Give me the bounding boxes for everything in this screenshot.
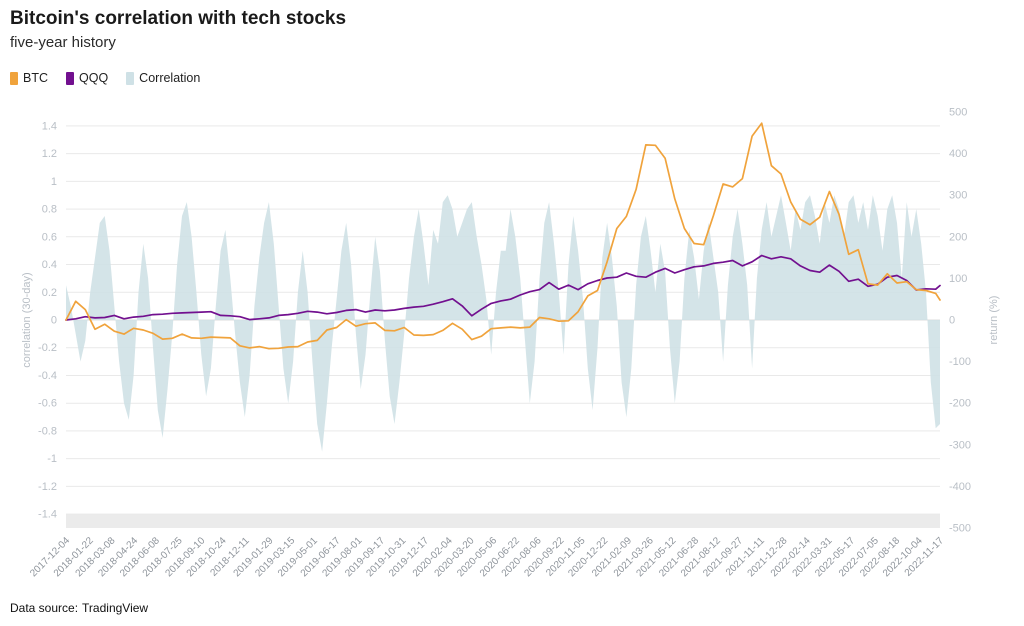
left-axis-ticks: 1.4 1.2 1 0.8 0.6 0.4 0.2 0 -0.2 -0.4 -0.6 -0.8 -1 -1… — [38, 120, 57, 520]
right-axis-title: return (%) — [988, 296, 1000, 345]
chart-title: Bitcoin's correlation with tech stocks — [10, 8, 347, 29]
left-axis-title: correlation (30-day) — [21, 272, 33, 367]
svg-text:0.6: 0.6 — [42, 231, 57, 243]
svg-text:0: 0 — [51, 315, 57, 327]
svg-text:-0.2: -0.2 — [38, 342, 57, 354]
data-source-link[interactable]: TradingView — [82, 601, 149, 615]
svg-text:-0.4: -0.4 — [38, 370, 57, 382]
correlation-swatch-icon — [126, 71, 135, 85]
svg-text:-400: -400 — [949, 481, 971, 493]
legend-label-correlation: Correlation — [139, 71, 201, 85]
x-axis-ticks: 2017-12-042018-01-222018-03-082018-04-24… — [28, 535, 946, 579]
svg-text:100: 100 — [949, 273, 967, 285]
svg-text:-1.2: -1.2 — [38, 481, 57, 493]
svg-text:0: 0 — [949, 315, 955, 327]
correlation-area — [66, 195, 940, 452]
svg-text:-0.6: -0.6 — [38, 398, 57, 410]
svg-text:1: 1 — [51, 176, 57, 188]
svg-text:500: 500 — [949, 107, 967, 119]
svg-text:-500: -500 — [949, 523, 971, 535]
data-source-label: Data source: — [10, 601, 79, 615]
legend-item-btc: BTC — [10, 71, 48, 85]
svg-text:-0.8: -0.8 — [38, 425, 57, 437]
qqq-swatch-icon — [66, 71, 74, 85]
btc-line — [65, 122, 941, 350]
svg-text:-1: -1 — [47, 453, 57, 465]
svg-text:-1.4: -1.4 — [38, 509, 57, 521]
chart-subtitle: five-year history — [10, 34, 116, 51]
legend-item-correlation: Correlation — [126, 71, 200, 85]
svg-text:1.2: 1.2 — [42, 148, 57, 160]
svg-text:1.4: 1.4 — [42, 120, 57, 132]
svg-text:400: 400 — [949, 148, 967, 160]
legend-item-qqq: QQQ — [66, 71, 108, 85]
svg-text:-100: -100 — [949, 356, 971, 368]
qqq-line — [65, 254, 941, 321]
data-source: Data source: TradingView — [10, 601, 148, 615]
right-axis-ticks: 500 400 300 200 100 0 -100 -200 -300 -400 -500 — [949, 107, 971, 535]
legend-label-btc: BTC — [23, 71, 48, 85]
legend-label-qqq: QQQ — [79, 71, 109, 85]
legend: BTC QQQ Correlation — [10, 71, 200, 85]
svg-text:0.8: 0.8 — [42, 204, 57, 216]
svg-text:300: 300 — [949, 190, 967, 202]
svg-text:-200: -200 — [949, 398, 971, 410]
svg-text:200: 200 — [949, 231, 967, 243]
svg-text:-300: -300 — [949, 439, 971, 451]
svg-text:0.4: 0.4 — [42, 259, 57, 271]
x-axis-band — [66, 514, 940, 528]
btc-swatch-icon — [10, 71, 18, 85]
svg-text:0.2: 0.2 — [42, 287, 57, 299]
